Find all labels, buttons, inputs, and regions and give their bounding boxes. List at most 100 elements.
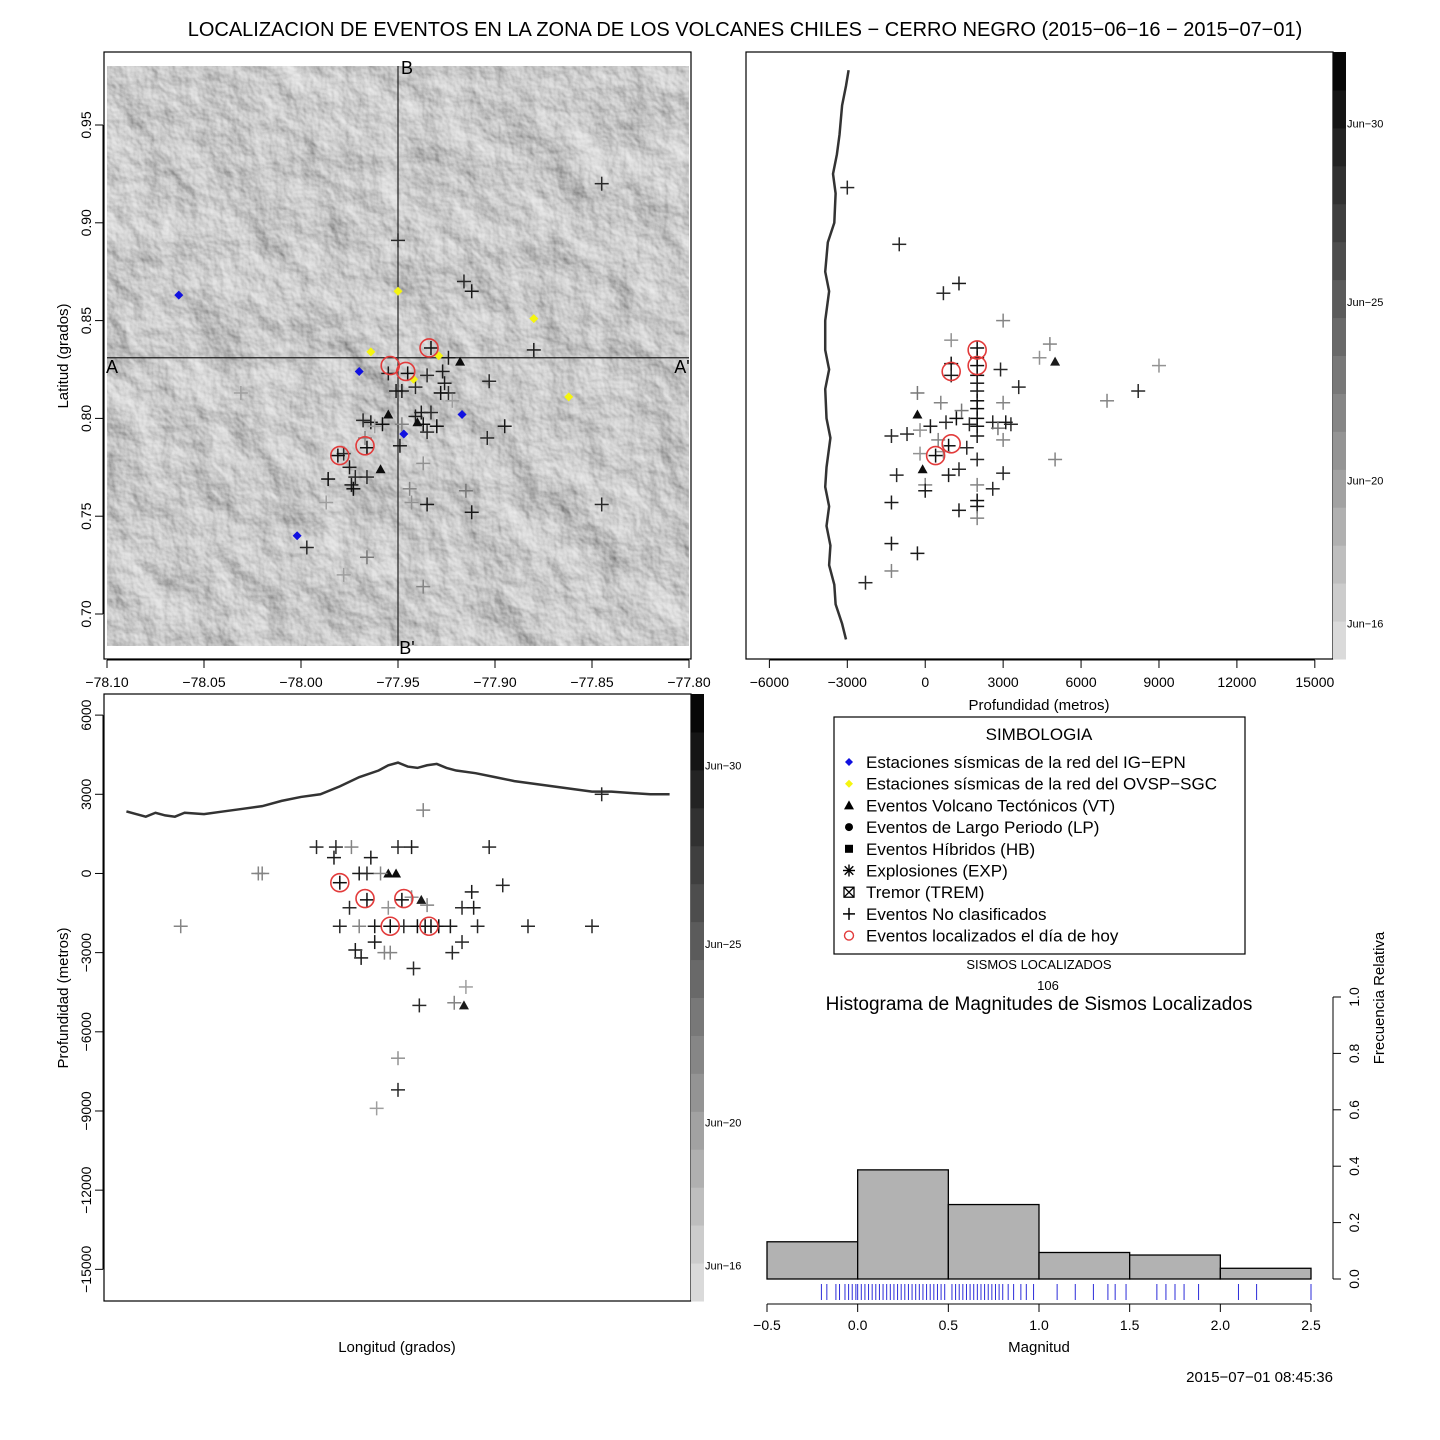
colorbar-cell <box>1333 355 1346 394</box>
depth-lat-event <box>970 511 985 526</box>
colorbar-cell <box>691 921 704 961</box>
lon-depth-event <box>373 866 388 881</box>
lon-depth-event <box>367 935 382 950</box>
legend-circle <box>845 823 853 832</box>
depth-lat-event <box>951 276 966 291</box>
depth-lat-x-tick-label: 3000 <box>988 674 1019 690</box>
lon-depth-panel: −15000 −12000 −9000 −6000 −3000 0 3000 6000 Pro… <box>55 693 741 1356</box>
lon-depth-events <box>173 787 609 1116</box>
lon-depth-event <box>420 898 435 913</box>
lon-depth-event <box>332 919 347 934</box>
depth-lat-x-axis: −6000 −3000 0 3000 6000 9000 12000 15000 <box>750 659 1334 690</box>
histogram-x-tick-label: 0.0 <box>848 1317 868 1333</box>
legend-symbol-diamond-blue <box>845 758 853 766</box>
histogram-x-tick-label: 2.0 <box>1211 1317 1231 1333</box>
lon-depth-y-tick-label: −9000 <box>78 1091 94 1131</box>
histogram-bar <box>1129 1254 1221 1280</box>
map-event <box>458 483 473 498</box>
colorbar-cell <box>1333 165 1346 205</box>
legend-asterisk-stroke <box>844 865 854 876</box>
colorbar-cell <box>691 1073 704 1112</box>
depth-lat-today-event <box>925 445 946 466</box>
depth-lat-event <box>884 563 899 578</box>
map-event <box>423 405 438 420</box>
map-event <box>336 567 351 582</box>
legend-symbol-circle <box>845 823 853 832</box>
histogram-y-tick-label: 0.8 <box>1346 1043 1362 1063</box>
depth-lat-x-tick-label: 6000 <box>1065 674 1096 690</box>
map-y-tick-label: 0.95 <box>78 111 94 138</box>
colorbar-cell <box>691 1149 704 1188</box>
lon-depth-event <box>369 1101 384 1116</box>
map-y-label: Latitud (grados) <box>55 303 72 408</box>
depth-lat-event <box>970 452 985 467</box>
lon-depth-event <box>326 850 341 865</box>
lon-depth-event <box>255 866 270 881</box>
map-x-axis: −78.10 −78.05 −78.00 −77.95 −77.90 −77.85 −77.… <box>85 659 711 690</box>
colorbar-cell <box>1333 431 1346 470</box>
histogram-x-tick-label: −0.5 <box>753 1317 781 1333</box>
depth-lat-event <box>993 362 1008 377</box>
map-event <box>233 385 248 400</box>
depth-lat-event <box>892 237 907 252</box>
map-panel: −78.10 −78.05 −78.00 −77.95 −77.90 −77.85 −77.… <box>55 51 711 690</box>
lon-depth-event <box>309 840 324 855</box>
colorbar-cell <box>1333 545 1346 584</box>
map-event <box>394 417 409 432</box>
figure-title: LOCALIZACION DE EVENTOS EN LA ZONA DE LO… <box>188 19 1303 41</box>
depth-lat-event <box>985 481 1000 496</box>
legend-x-stroke <box>843 886 855 898</box>
map-event <box>497 419 512 434</box>
colorbar-cell <box>1333 127 1346 167</box>
colorbar-label: Jun−25 <box>1347 297 1383 309</box>
lon-depth-event <box>447 995 462 1010</box>
map-y-tick-label: 0.80 <box>78 405 94 432</box>
lon-depth-event <box>359 866 374 881</box>
histogram-bar <box>766 1241 859 1280</box>
depth-lat-event <box>996 466 1011 481</box>
histogram-bars: −0.5 0.0 0.5 1.0 1.5 2.0 2.5 0.0 0.2 0.4 0.6 0.8 1.0 <box>753 987 1362 1333</box>
legend-symbol-red-circle <box>843 930 855 941</box>
map-event <box>423 340 438 355</box>
lon-depth-event <box>416 803 431 818</box>
lon-depth-topo-line <box>126 761 670 819</box>
map-x-tick-label: −78.10 <box>85 674 128 690</box>
map-event <box>330 448 345 463</box>
map-x-tick-label: −77.90 <box>473 674 516 690</box>
map-event <box>594 176 609 191</box>
depth-lat-event <box>949 411 964 426</box>
colorbar-cell <box>1333 317 1346 356</box>
histogram-y-tick-label: 0.2 <box>1346 1213 1362 1233</box>
map-event <box>392 438 407 453</box>
depth-lat-topo-profile <box>823 70 850 640</box>
map-event <box>400 366 415 381</box>
colorbar-cell <box>1333 583 1346 622</box>
vt-event-marker <box>375 464 386 474</box>
lon-depth-event <box>348 942 363 957</box>
depth-lat-x-tick-label: −3000 <box>828 674 868 690</box>
profile-label-b-prime: B' <box>399 638 414 658</box>
lon-depth-event <box>354 950 369 965</box>
vt-event-marker <box>917 464 928 474</box>
histogram-bar <box>1038 1251 1131 1280</box>
colorbar-cell <box>691 1187 704 1226</box>
map-today-event <box>395 361 416 382</box>
lon-depth-event <box>406 961 421 976</box>
histogram-y-label: Frecuencia Relativa <box>1371 931 1388 1064</box>
map-event <box>319 495 334 510</box>
legend-plus <box>843 907 855 920</box>
depth-lat-event <box>1151 358 1166 373</box>
depth-lat-topo-line <box>823 70 850 640</box>
lon-depth-event <box>495 878 510 893</box>
map-event <box>404 495 419 510</box>
legend-red-circle <box>843 930 855 941</box>
lon-depth-event <box>391 1082 405 1097</box>
depth-lat-event <box>900 427 915 442</box>
depth-lat-event <box>944 333 959 348</box>
lon-depth-event <box>594 787 609 802</box>
lon-depth-event <box>383 945 398 960</box>
map-x-tick-label: −77.95 <box>376 674 419 690</box>
lon-depth-event <box>352 919 367 934</box>
legend-box <box>833 716 1246 955</box>
lon-depth-event <box>520 919 535 934</box>
